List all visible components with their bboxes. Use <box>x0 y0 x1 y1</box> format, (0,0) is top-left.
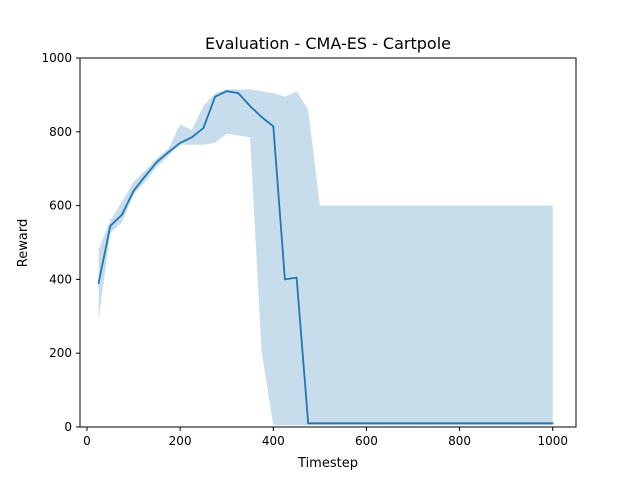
data-point <box>342 422 344 425</box>
data-point <box>249 105 251 107</box>
data-point <box>458 422 461 425</box>
data-point <box>388 422 391 425</box>
y-axis-label: Reward <box>16 219 31 267</box>
y-tick-label: 1000 <box>41 51 72 65</box>
confidence-band <box>98 89 553 426</box>
x-tick-label: 1000 <box>537 434 568 448</box>
data-point <box>237 92 240 94</box>
axes-frame <box>79 57 577 428</box>
data-point <box>284 278 286 281</box>
data-point <box>295 276 298 279</box>
data-point <box>528 422 531 425</box>
data-point <box>167 151 170 154</box>
data-point <box>551 422 554 425</box>
data-point <box>318 422 321 425</box>
data-point <box>155 161 158 164</box>
data-point <box>365 422 368 425</box>
plot-area <box>97 89 554 426</box>
x-axis-label: Timestep <box>297 456 358 471</box>
data-point <box>179 142 182 144</box>
x-tick-label: 200 <box>169 434 192 448</box>
x-tick-label: 800 <box>448 434 471 448</box>
y-axis-ticks: 0 200 400 600 800 1000 <box>41 51 80 434</box>
data-point <box>202 127 205 129</box>
data-point <box>144 175 147 178</box>
y-tick-label: 800 <box>49 125 72 139</box>
data-point <box>260 116 263 118</box>
y-tick-label: 200 <box>49 346 72 360</box>
data-point <box>505 422 507 425</box>
y-tick-label: 400 <box>49 272 72 286</box>
x-tick-label: 600 <box>355 434 378 448</box>
data-point <box>307 422 310 425</box>
x-tick-label: 0 <box>83 434 91 448</box>
data-point <box>109 225 112 227</box>
data-point <box>214 95 217 98</box>
data-point <box>435 422 438 425</box>
y-tick-label: 0 <box>64 420 72 434</box>
data-point <box>272 125 275 128</box>
data-point <box>190 136 193 139</box>
data-point <box>121 213 123 216</box>
chart-title: Evaluation - CMA-ES - Cartpole <box>205 34 451 53</box>
data-point <box>412 422 414 425</box>
data-point <box>132 189 135 192</box>
data-point <box>482 422 484 425</box>
data-point <box>225 90 228 93</box>
mean-reward-line <box>97 90 553 425</box>
x-tick-label: 400 <box>262 434 285 448</box>
x-axis-ticks: 0 200 400 600 800 1000 <box>83 427 568 448</box>
data-point <box>97 282 100 284</box>
y-tick-label: 600 <box>49 199 72 213</box>
